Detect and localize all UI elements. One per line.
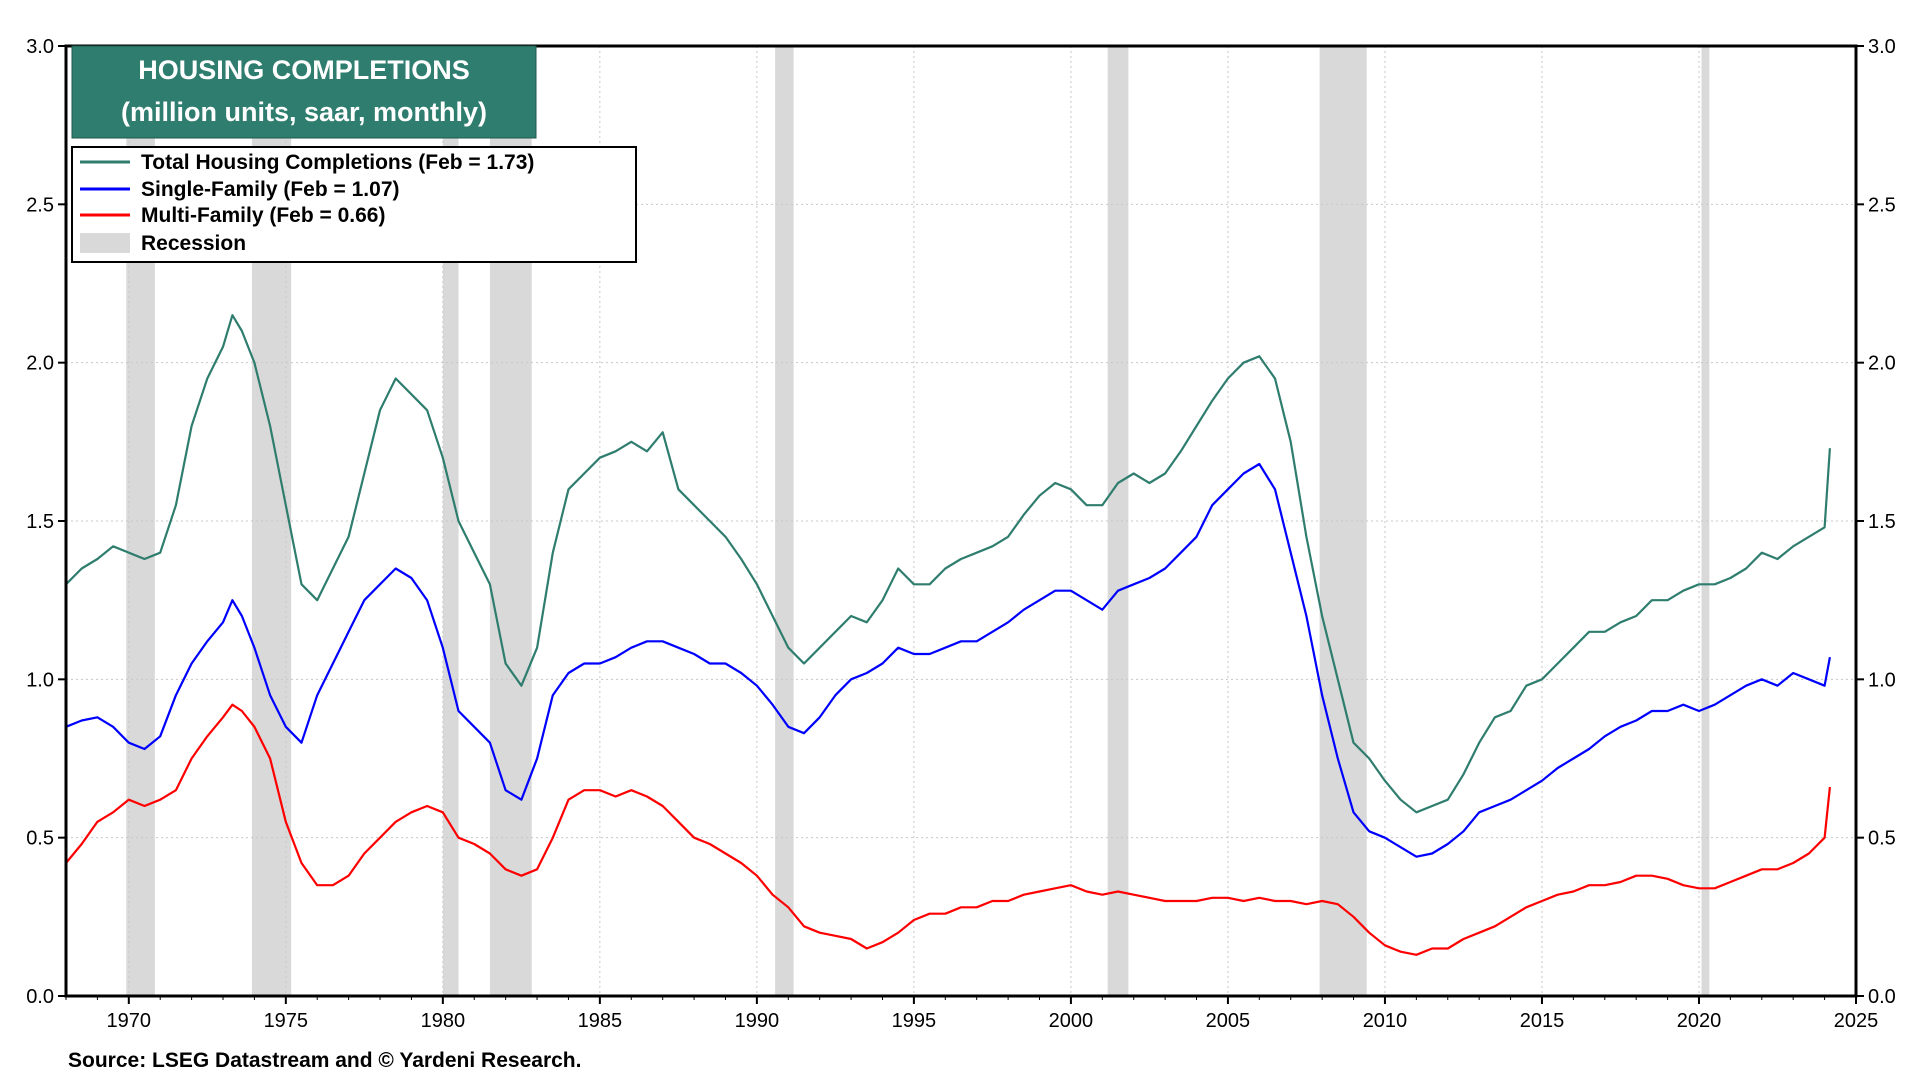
x-tick-label-4: 1990 <box>735 1010 780 1032</box>
legend-label-recession: Recession <box>141 232 246 255</box>
x-tick-label-1: 1975 <box>264 1010 309 1032</box>
y-right-tick-label-0: 0.0 <box>1868 986 1896 1008</box>
y-right-tick-label-6: 3.0 <box>1868 36 1896 58</box>
legend-label-single: Single-Family (Feb = 1.07) <box>141 178 400 201</box>
series-lines <box>65 314 1831 956</box>
x-tick-label-10: 2020 <box>1677 1010 1722 1032</box>
recession-band-7 <box>1701 46 1710 996</box>
series-line-0 <box>65 314 1831 814</box>
x-tick-label-2: 1980 <box>421 1010 466 1032</box>
x-tick-label-0: 1970 <box>107 1010 152 1032</box>
y-right-tick-label-3: 1.5 <box>1868 511 1896 533</box>
recession-band-5 <box>1107 46 1129 996</box>
series-line-1 <box>65 462 1831 858</box>
legend-label-total: Total Housing Completions (Feb = 1.73) <box>141 151 534 174</box>
x-tick-label-8: 2010 <box>1363 1010 1408 1032</box>
y-right-tick-label-1: 0.5 <box>1868 828 1896 850</box>
axes: 1970 1975 1980 1985 1990 1995 2000 2005 2010 2015… <box>26 36 1896 1032</box>
y-left-tick-label-3: 1.5 <box>26 511 54 533</box>
x-tick-label-3: 1985 <box>578 1010 623 1032</box>
y-right-tick-label-4: 2.0 <box>1868 353 1896 375</box>
legend-label-multi: Multi-Family (Feb = 0.66) <box>141 204 385 227</box>
title-box: HOUSING COMPLETIONS (million units, saar… <box>71 45 537 139</box>
y-left-tick-label-2: 1.0 <box>26 669 54 691</box>
y-right-tick-label-5: 2.5 <box>1868 194 1896 216</box>
chart-subtitle: (million units, saar, monthly) <box>121 97 487 127</box>
y-left-tick-label-4: 2.0 <box>26 353 54 375</box>
x-tick-label-7: 2005 <box>1206 1010 1251 1032</box>
legend: Total Housing Completions (Feb = 1.73) S… <box>71 146 637 263</box>
y-left-tick-label-0: 0.0 <box>26 986 54 1008</box>
recession-band-2 <box>442 46 459 996</box>
series-line-2 <box>65 703 1831 956</box>
recession-band-4 <box>775 46 794 996</box>
y-left-tick-label-6: 3.0 <box>26 36 54 58</box>
chart-title: HOUSING COMPLETIONS <box>138 55 470 85</box>
y-left-tick-label-1: 0.5 <box>26 828 54 850</box>
y-left-tick-label-5: 2.5 <box>26 194 54 216</box>
x-tick-label-9: 2015 <box>1520 1010 1565 1032</box>
x-tick-label-6: 2000 <box>1049 1010 1094 1032</box>
x-tick-label-11: 2025 <box>1834 1010 1879 1032</box>
y-right-tick-label-2: 1.0 <box>1868 669 1896 691</box>
legend-swatch-recession <box>80 233 130 253</box>
source-note: Source: LSEG Datastream and © Yardeni Re… <box>68 1049 581 1072</box>
x-tick-label-5: 1995 <box>892 1010 937 1032</box>
